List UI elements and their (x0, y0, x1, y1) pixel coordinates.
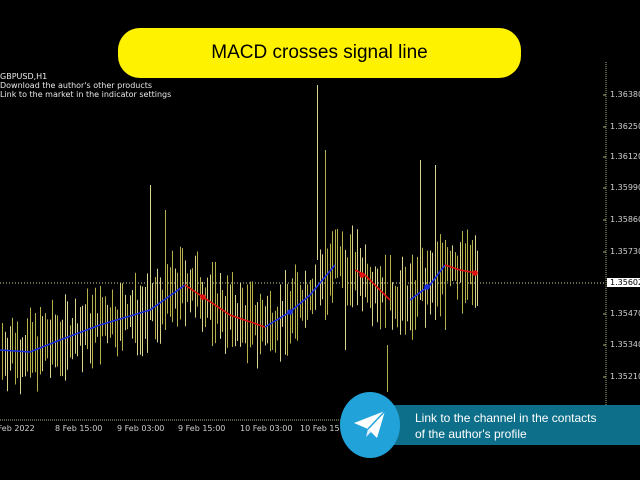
telegram-line-2: of the author's profile (415, 427, 527, 441)
telegram-icon (354, 410, 386, 438)
info-line-products[interactable]: Download the author's other products (0, 81, 153, 90)
price-tick: 1.35990 (610, 183, 640, 192)
price-tick: 1.36250 (610, 122, 640, 131)
signal-arrow-icon (200, 294, 206, 300)
signal-arrow-icon (472, 270, 478, 276)
price-tick: 1.35210 (610, 372, 640, 381)
signal-arrow-icon (287, 309, 293, 315)
telegram-link-text[interactable]: Link to the channel in the contacts of t… (415, 410, 596, 442)
moving-average-line (409, 264, 446, 301)
price-tick: 1.35470 (610, 309, 640, 318)
signal-arrow-icon (424, 284, 430, 290)
telegram-banner[interactable] (392, 405, 640, 445)
time-tick: 8 Feb 2022 (0, 424, 35, 433)
price-tick: 1.35730 (610, 247, 640, 256)
time-tick: 9 Feb 15:00 (178, 424, 226, 433)
price-tick: 1.35340 (610, 340, 640, 349)
telegram-line-1: Link to the channel in the contacts (415, 411, 597, 425)
time-tick: 10 Feb 03:00 (240, 424, 293, 433)
moving-average-line (0, 284, 186, 353)
title-banner: MACD crosses signal line (118, 28, 521, 78)
moving-average-line (264, 264, 336, 328)
symbol-label: GBPUSD,H1 (0, 72, 48, 81)
moving-average-line (444, 264, 477, 274)
moving-average-line (354, 269, 391, 301)
price-tick: 1.35860 (610, 215, 640, 224)
price-tick: 1.36120 (610, 152, 640, 161)
moving-average-line (184, 284, 266, 328)
signal-arrow-icon (359, 272, 365, 278)
time-tick: 8 Feb 15:00 (55, 424, 103, 433)
time-tick: 10 Feb 15:00 (300, 424, 353, 433)
price-tick: 1.36380 (610, 90, 640, 99)
telegram-button[interactable] (340, 392, 400, 458)
info-line-market[interactable]: Link to the market in the indicator sett… (0, 90, 172, 99)
current-price-label: 1.35602 (607, 278, 640, 287)
time-tick: 9 Feb 03:00 (117, 424, 165, 433)
